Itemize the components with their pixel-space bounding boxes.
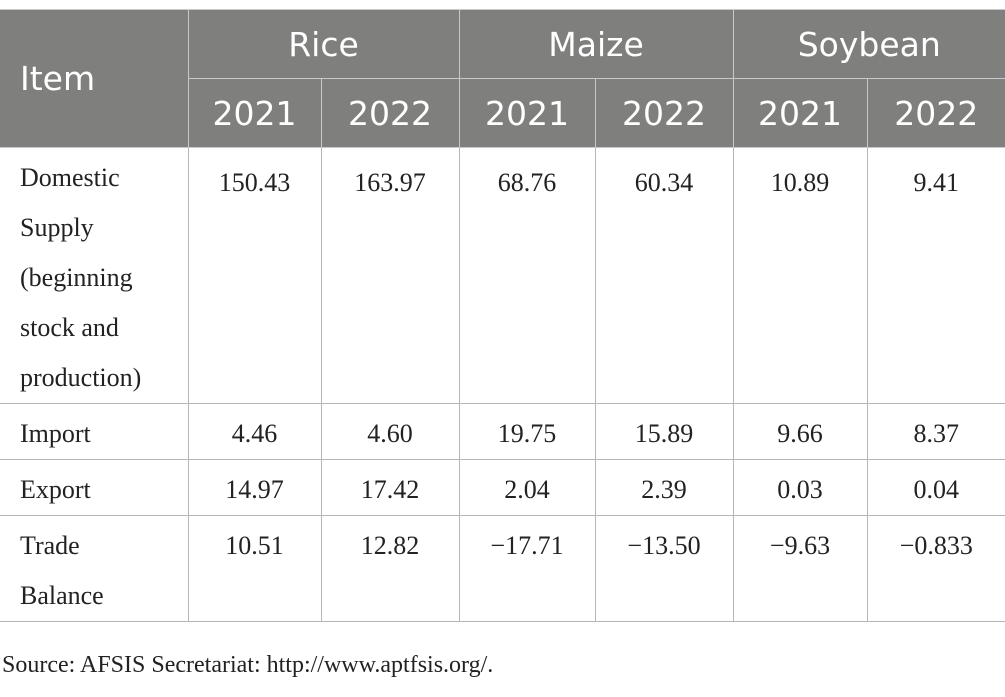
row-label-line: Balance	[20, 581, 104, 610]
table-cell: −9.63	[732, 515, 868, 622]
table-cell: 68.76	[458, 147, 596, 404]
table-cell: 19.75	[458, 403, 596, 460]
table-cell: 163.97	[320, 147, 460, 404]
table-cell: 4.46	[187, 403, 322, 460]
header-item: Item	[0, 9, 189, 148]
table-cell: 15.89	[594, 403, 734, 460]
row-label-line: production)	[20, 363, 142, 392]
header-year: 2021	[458, 78, 596, 148]
table-cell: 0.03	[732, 459, 868, 516]
table-row-import: Import 4.46 4.60 19.75 15.89 9.66 8.37	[0, 403, 1005, 460]
table-row-domestic-supply: Domestic Supply (beginning stock and pro…	[0, 147, 1005, 404]
header-group-rice: Rice	[187, 9, 460, 79]
table-cell: 14.97	[187, 459, 322, 516]
table-cell: 8.37	[866, 403, 1005, 460]
row-label-line: Trade	[20, 531, 80, 560]
row-label: Trade Balance	[0, 515, 189, 622]
table-cell: 2.04	[458, 459, 596, 516]
row-label-line: Import	[20, 419, 91, 448]
header-year: 2022	[866, 78, 1005, 148]
table-cell: 0.04	[866, 459, 1005, 516]
row-label-line: Supply	[20, 213, 94, 242]
table-cell: 10.51	[187, 515, 322, 622]
source-note: Source: AFSIS Secretariat: http://www.ap…	[2, 652, 494, 678]
table-cell: −0.833	[866, 515, 1005, 622]
row-label: Import	[0, 403, 189, 460]
data-table: Item Rice Maize Soybean 2021 2022 2021 2…	[0, 9, 1005, 622]
table-cell: 60.34	[594, 147, 734, 404]
header-year: 2021	[732, 78, 868, 148]
table-cell: 2.39	[594, 459, 734, 516]
table-cell: 4.60	[320, 403, 460, 460]
table-cell: 17.42	[320, 459, 460, 516]
table-cell: 12.82	[320, 515, 460, 622]
row-label-line: (beginning	[20, 263, 133, 292]
table-cell: 150.43	[187, 147, 322, 404]
table-cell: −13.50	[594, 515, 734, 622]
header-year: 2022	[594, 78, 734, 148]
header-year: 2022	[320, 78, 460, 148]
table-cell: 9.66	[732, 403, 868, 460]
header-year: 2021	[187, 78, 322, 148]
table-cell: 10.89	[732, 147, 868, 404]
row-label-line: Domestic	[20, 163, 120, 192]
header-group-maize: Maize	[458, 9, 734, 79]
table-row-export: Export 14.97 17.42 2.04 2.39 0.03 0.04	[0, 459, 1005, 516]
row-label-line: stock and	[20, 313, 119, 342]
table-row-trade-balance: Trade Balance 10.51 12.82 −17.71 −13.50 …	[0, 515, 1005, 622]
row-label: Domestic Supply (beginning stock and pro…	[0, 147, 189, 404]
header-group-soybean: Soybean	[732, 9, 1005, 79]
row-label-line: Export	[20, 475, 91, 504]
table-cell: −17.71	[458, 515, 596, 622]
table-cell: 9.41	[866, 147, 1005, 404]
row-label: Export	[0, 459, 189, 516]
